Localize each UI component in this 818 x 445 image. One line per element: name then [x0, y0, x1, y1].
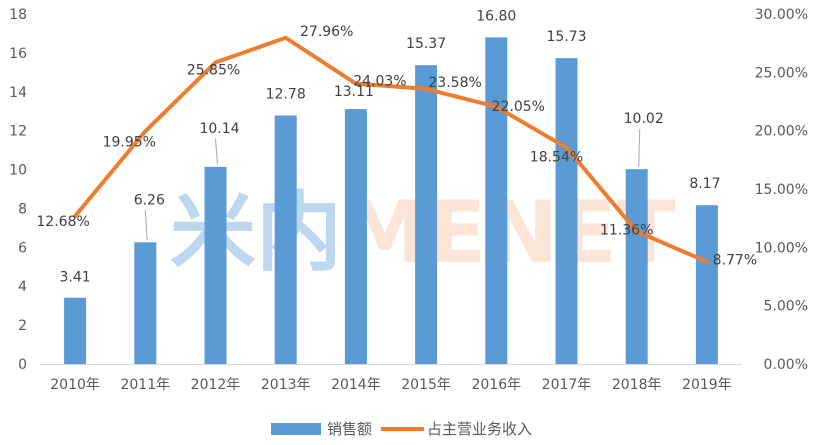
x-axis-tick-label: 2016年 — [471, 377, 521, 393]
bar — [344, 109, 367, 364]
x-axis-tick-label: 2014年 — [331, 377, 381, 393]
right-axis-tick-label: 5.00% — [764, 299, 808, 315]
left-axis-tick-label: 2 — [18, 318, 27, 334]
line-data-label: 24.03% — [353, 74, 406, 90]
bar-data-label: 10.02 — [624, 111, 664, 127]
left-axis-tick-label: 18 — [9, 7, 27, 23]
x-axis-tick-label: 2015年 — [401, 377, 451, 393]
line-data-label: 11.36% — [600, 222, 653, 238]
bar — [204, 166, 227, 364]
bar-series — [64, 37, 718, 365]
right-axis-tick-label: 20.00% — [755, 124, 808, 140]
bar-label-leader — [144, 210, 148, 241]
right-axis-tick-label: 15.00% — [755, 182, 808, 198]
bar-data-label: 15.73 — [546, 29, 586, 45]
bar-label-leader — [638, 129, 641, 168]
bar — [134, 242, 157, 364]
x-axis-tick-label: 2012年 — [191, 377, 241, 393]
line-data-label: 8.77% — [713, 253, 757, 269]
line-data-label: 12.68% — [36, 214, 89, 230]
left-axis: 0 2 4 6 8 10 12 14 16 18 — [9, 7, 27, 373]
watermark: 米内MENET — [170, 183, 676, 283]
bar-data-label: 6.26 — [134, 192, 165, 208]
right-axis-tick-label: 0.00% — [764, 357, 808, 373]
watermark-text: 米内MENET — [170, 183, 676, 283]
x-axis: 2010年 2011年 2012年 2013年 2014年 2015年 2016年 2017年… — [40, 364, 742, 393]
right-axis-tick-label: 10.00% — [755, 240, 808, 256]
bar — [274, 115, 297, 364]
bar — [695, 205, 718, 364]
bar — [485, 37, 508, 364]
bar-data-labels: 3.41 6.26 10.14 12.78 13.11 15.37 16.80 15.73 10… — [60, 8, 721, 285]
bar-data-label: 12.78 — [266, 87, 306, 103]
line-data-label: 27.96% — [300, 24, 353, 40]
line-data-label: 22.05% — [492, 99, 545, 115]
line-series — [73, 35, 709, 264]
line-data-label: 25.85% — [187, 62, 240, 78]
legend-line-label: 占主营业务收入 — [427, 420, 532, 438]
bar-data-label: 10.14 — [199, 121, 239, 137]
bar-data-label: 13.11 — [334, 84, 374, 100]
right-axis-tick-label: 25.00% — [755, 65, 808, 81]
bar-data-label: 8.17 — [689, 176, 720, 192]
line-data-label: 18.54% — [530, 150, 583, 166]
legend: 销售额 占主营业务收入 — [271, 420, 532, 438]
bar — [64, 297, 87, 364]
bar-data-label: 15.37 — [406, 36, 446, 52]
line-data-label: 23.58% — [428, 75, 481, 91]
line-path — [73, 35, 709, 264]
left-axis-tick-label: 6 — [18, 240, 27, 256]
left-axis-tick-label: 14 — [9, 85, 27, 101]
right-axis: 0.00% 5.00% 10.00% 15.00% 20.00% 25.00% 30.00% — [755, 7, 808, 373]
left-axis-tick-label: 12 — [9, 124, 27, 140]
bar — [555, 58, 578, 365]
x-axis-tick-label: 2019年 — [682, 377, 732, 393]
left-axis-tick-label: 16 — [9, 46, 27, 62]
bar — [625, 169, 648, 364]
bar-label-leader — [215, 138, 218, 165]
bar-data-label: 16.80 — [476, 8, 516, 24]
x-axis-tick-label: 2011年 — [120, 377, 170, 393]
right-axis-tick-label: 30.00% — [755, 7, 808, 23]
line-data-label: 19.95% — [103, 134, 156, 150]
line-data-labels: 12.68% 19.95% 25.85% 27.96% 24.03% 23.58% 22.0… — [36, 24, 757, 269]
left-axis-tick-label: 10 — [9, 163, 27, 179]
legend-bar-label: 销售额 — [327, 420, 372, 438]
legend-bar-swatch — [271, 423, 321, 435]
x-axis-tick-label: 2017年 — [542, 377, 592, 393]
x-axis-tick-label: 2013年 — [261, 377, 311, 393]
bar — [415, 65, 438, 364]
x-axis-tick-label: 2010年 — [50, 377, 100, 393]
bar-data-label: 3.41 — [60, 270, 91, 286]
left-axis-tick-label: 4 — [18, 279, 27, 295]
x-axis-tick-label: 2018年 — [612, 377, 662, 393]
left-axis-tick-label: 8 — [18, 201, 27, 217]
left-axis-tick-label: 0 — [18, 357, 27, 373]
